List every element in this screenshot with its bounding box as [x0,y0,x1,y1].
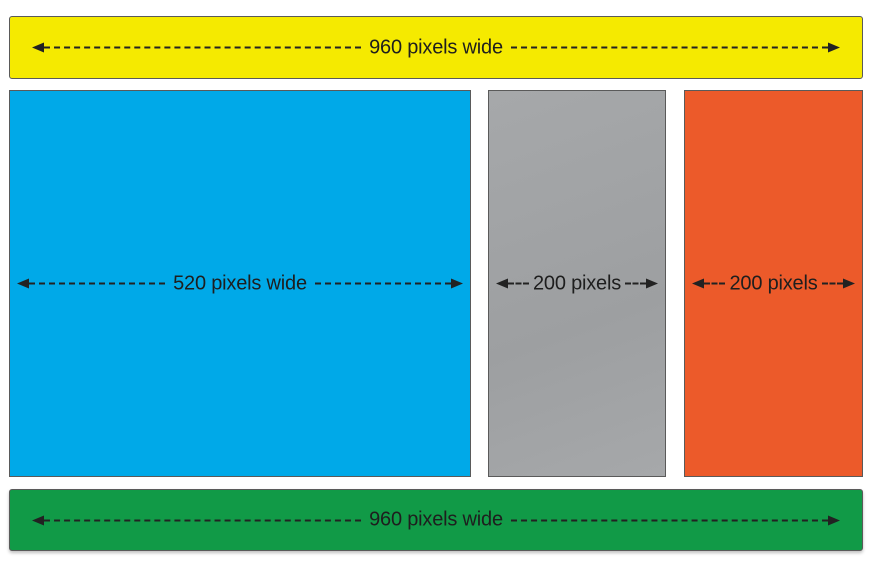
right-sidebar-block: 200 pixels [684,90,863,477]
right-sidebar-width-dimension: 200 pixels [685,272,862,295]
left-sidebar-block: 200 pixels [488,90,666,477]
arrow-left-icon [17,278,29,289]
header-width-dimension: 960 pixels wide [10,36,862,59]
header-width-label: 960 pixels wide [369,36,503,58]
dashed-line [508,282,529,285]
dashed-line [625,282,646,285]
dashed-line [510,519,828,521]
arrow-right-icon [451,278,463,289]
dashed-line [29,282,166,285]
dashed-line [314,282,451,285]
arrow-right-icon [646,278,658,289]
arrow-right-icon [843,278,855,289]
main-width-dimension: 520 pixels wide [10,272,470,295]
arrow-left-icon [32,42,44,53]
main-width-label: 520 pixels wide [173,272,307,294]
footer-width-dimension: 960 pixels wide [10,509,862,532]
right-sidebar-width-label: 200 pixels [729,272,818,294]
left-sidebar-width-dimension: 200 pixels [489,272,665,295]
dashed-line [44,46,362,49]
dashed-line [510,46,828,49]
footer-block: 960 pixels wide [9,489,863,551]
left-sidebar-width-label: 200 pixels [532,272,622,294]
arrow-left-icon [496,278,508,289]
main-content-block: 520 pixels wide [9,90,471,477]
dashed-line [44,519,362,521]
arrow-right-icon [828,42,840,53]
header-block: 960 pixels wide [9,16,863,79]
arrow-left-icon [32,515,44,525]
dashed-line [704,282,726,285]
dashed-line [821,282,843,285]
footer-width-label: 960 pixels wide [369,508,503,531]
arrow-right-icon [828,515,840,525]
arrow-left-icon [692,278,704,289]
